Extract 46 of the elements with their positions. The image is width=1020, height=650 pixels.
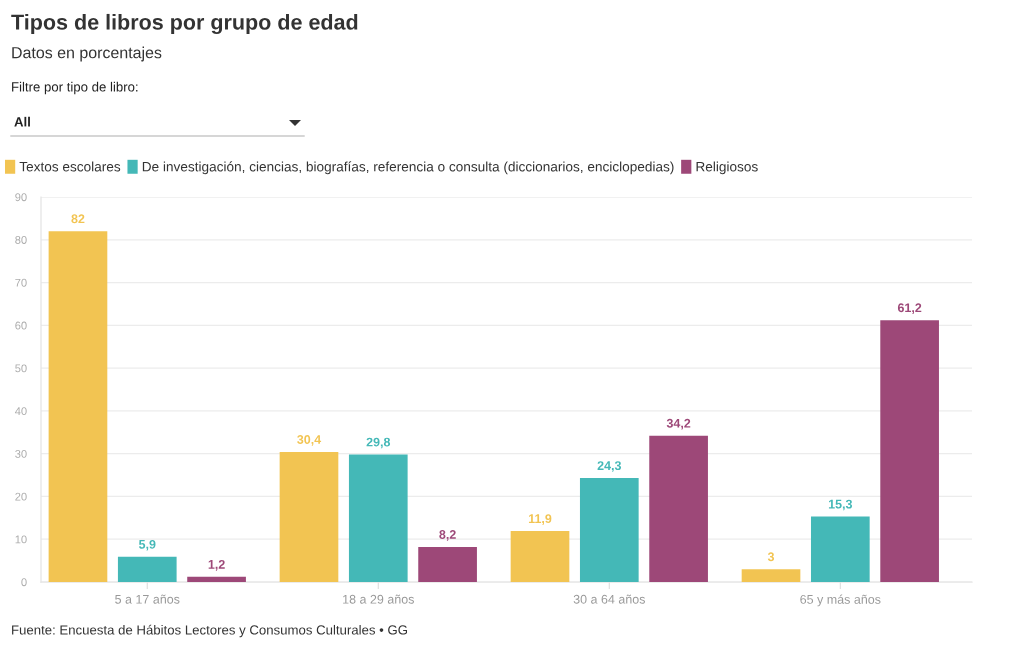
legend-label: Religiosos xyxy=(696,161,758,175)
data-label: 82 xyxy=(71,214,85,224)
chart-title: Tipos de libros por grupo de edad xyxy=(11,13,358,35)
bar xyxy=(48,231,108,582)
data-label: 24,3 xyxy=(597,461,622,472)
y-tick-label: 10 xyxy=(15,535,27,544)
x-tick-label: 65 y más años xyxy=(800,594,881,607)
bar xyxy=(510,531,570,582)
data-label: 29,8 xyxy=(366,437,391,449)
x-tick-label: 30 a 64 años xyxy=(573,594,645,604)
bar xyxy=(117,556,177,582)
data-label: 30,4 xyxy=(297,435,322,446)
chart-subtitle: Datos en porcentajes xyxy=(12,46,162,62)
x-tick-label: 18 a 29 años xyxy=(343,594,414,604)
bar xyxy=(187,576,246,582)
data-label: 1,2 xyxy=(208,559,225,571)
bar xyxy=(279,451,339,582)
bar xyxy=(880,320,939,582)
bar xyxy=(418,546,477,582)
y-tick-label: 60 xyxy=(15,321,27,330)
legend-label: De investigación, ciencias, biografías, referencia o consulta (diccionarios, enciclopedias) xyxy=(142,161,674,175)
y-tick-label: 20 xyxy=(15,492,27,501)
x-tick-label: 5 a 17 años xyxy=(115,594,180,604)
bar xyxy=(741,569,801,582)
y-tick-label: 40 xyxy=(15,407,27,416)
data-label: 11,9 xyxy=(528,514,552,525)
data-label: 5,9 xyxy=(138,539,156,551)
y-tick-label: 70 xyxy=(15,278,27,287)
data-label: 34,2 xyxy=(666,418,691,430)
bar xyxy=(579,478,639,582)
bar xyxy=(810,516,870,582)
source-note: Fuente: Encuesta de Hábitos Lectores y Consumos Culturales • GG xyxy=(12,624,407,638)
bar xyxy=(348,454,408,582)
legend-label: Textos escolares xyxy=(19,161,121,172)
text: Filtre por tipo de libro: xyxy=(12,81,138,95)
y-tick-label: 0 xyxy=(21,578,27,587)
data-label: 3 xyxy=(767,552,775,562)
data-label: 15,3 xyxy=(828,499,853,511)
bar xyxy=(649,435,708,582)
y-tick-label: 80 xyxy=(15,236,27,244)
text: All xyxy=(14,116,30,127)
y-tick-label: 90 xyxy=(15,193,27,202)
data-label: 8,2 xyxy=(439,530,456,541)
data-label: 61,2 xyxy=(897,303,922,314)
y-tick-label: 30 xyxy=(15,449,27,458)
y-tick-label: 50 xyxy=(15,364,27,373)
